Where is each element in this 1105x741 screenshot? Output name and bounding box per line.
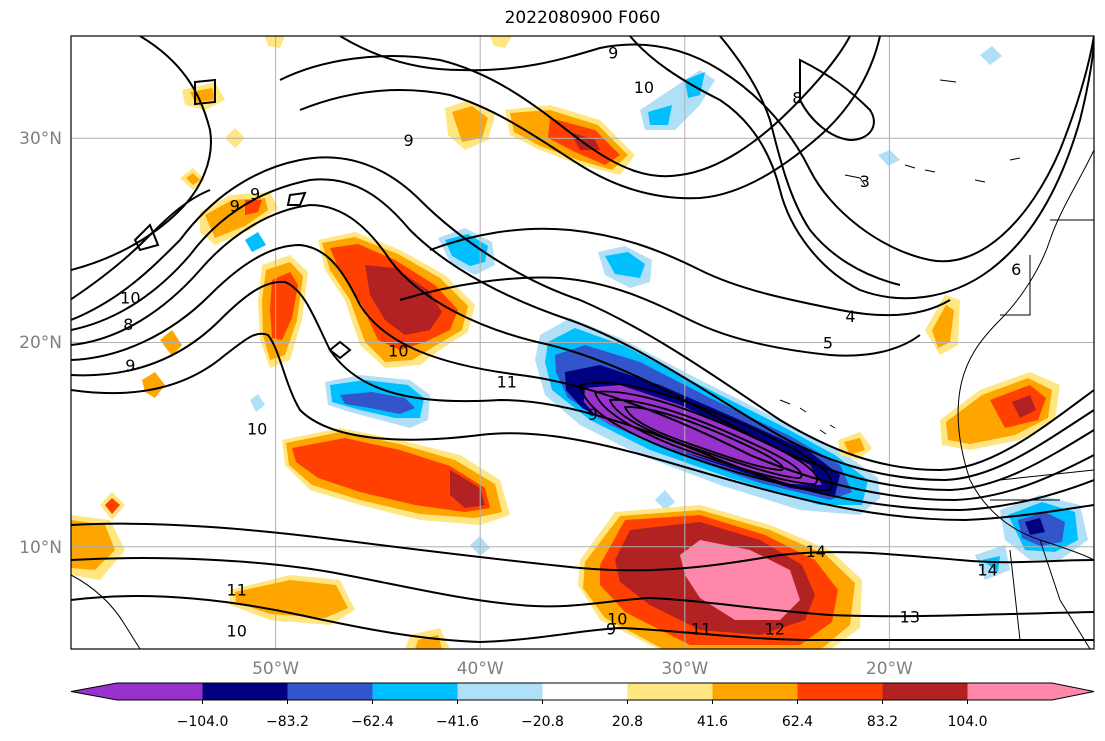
positive-small-6b [186, 173, 200, 185]
negative-blob-1c [340, 392, 415, 414]
colorbar-tick-label: −20.8 [521, 714, 564, 730]
lat-tick-10n: 10°N [19, 538, 62, 558]
negative-blob-4b [648, 105, 672, 125]
contour-label: 10 [634, 78, 654, 97]
contour-label: 11 [691, 620, 711, 639]
negative-blob-3b [605, 252, 645, 278]
positive-east-darkred [1012, 395, 1036, 418]
contour-label: 9 [588, 405, 598, 424]
contour-label: 11 [227, 581, 247, 600]
contour-label: 10 [120, 289, 140, 308]
negative-blob-8 [980, 46, 1002, 65]
positive-small-9 [265, 36, 285, 48]
lon-tick-50w: 50°W [252, 659, 299, 679]
negative-blob-7 [245, 232, 266, 252]
positive-sw-red [292, 438, 490, 512]
contour-label: 13 [900, 607, 920, 626]
colorbar-tick-label: 20.8 [612, 714, 643, 730]
contour-label: 9 [606, 620, 616, 639]
contour-label: 10 [247, 419, 267, 438]
contour-label: 10 [388, 342, 408, 361]
colorbar-labels: −104.0 −83.2 −62.4 −41.6 −20.8 20.8 41.6… [177, 714, 988, 730]
colorbar-box [202, 683, 288, 700]
colorbar-extend-low [71, 683, 203, 700]
positive-west-red [270, 272, 298, 340]
contour-label: 11 [497, 372, 517, 391]
negative-blob-4c [685, 72, 705, 98]
contour-label: 10 [607, 609, 627, 628]
colorbar-box [882, 683, 968, 700]
contour-label: 4 [845, 307, 855, 326]
colorbar-tick-label: 83.2 [867, 714, 898, 730]
colorbar [70, 682, 1095, 704]
contour-label: 9 [230, 197, 240, 216]
contour-label: 10 [227, 622, 247, 641]
lat-tick-30n: 30°N [19, 129, 62, 149]
contour-label: 6 [1011, 260, 1021, 279]
positive-south-pink [680, 540, 800, 620]
contour-label: 8 [123, 315, 133, 334]
contour-label: 14 [806, 542, 826, 561]
plot-frame [70, 35, 1095, 650]
positive-small-8b [844, 438, 865, 455]
colorbar-tick-label: 62.4 [782, 714, 813, 730]
axis-ticks: 50°W 40°W 30°W 20°W 30°N 20°N 10°N [19, 129, 913, 679]
colorbar-tick-label: −104.0 [177, 714, 229, 730]
contour-labels: 910893996108451091110914141110109111213 [120, 43, 1021, 641]
contour-label: 9 [403, 131, 413, 150]
colorbar-box [627, 683, 713, 700]
contour-label: 14 [977, 560, 997, 579]
contour-label: 9 [608, 43, 618, 62]
positive-sw-darkred [450, 470, 485, 508]
positive-small-2c [245, 200, 262, 215]
contour-label: 12 [765, 620, 785, 639]
positive-top2-orange [452, 106, 488, 142]
negative-blob-6b [982, 556, 1000, 572]
colorbar-outline [70, 682, 1095, 701]
lon-tick-40w: 40°W [457, 659, 504, 679]
contour-label: 3 [860, 172, 870, 191]
positive-ll2b [71, 520, 115, 570]
colorbar-box [457, 683, 543, 700]
contour-label: 5 [823, 334, 833, 353]
colorbar-tick-label: 104.0 [947, 714, 987, 730]
map-title: 2022080900 F060 [504, 8, 661, 28]
positive-small-3 [142, 372, 165, 398]
lat-tick-20n: 20°N [19, 333, 62, 353]
contour-label: 8 [792, 88, 802, 107]
colorbar-box [372, 683, 458, 700]
negative-blob-11 [250, 394, 265, 412]
contour-label: 9 [125, 356, 135, 375]
colorbar-extend-high [967, 683, 1094, 700]
colorbar-tick-label: −41.6 [436, 714, 479, 730]
lon-tick-30w: 30°W [661, 659, 708, 679]
colorbar-box [712, 683, 798, 700]
positive-east2b [932, 305, 954, 348]
negative-blob-5d [1025, 518, 1045, 535]
colorbar-tick-label: −62.4 [351, 714, 394, 730]
contour-lines [71, 36, 1094, 644]
gridlines [71, 36, 1094, 649]
contour-label: 9 [250, 184, 260, 203]
negative-blob-10 [655, 490, 675, 510]
colorbar-box [797, 683, 883, 700]
positive-top-darkred [570, 132, 600, 150]
colorbar-box [287, 683, 373, 700]
coastlines [71, 79, 1094, 649]
colorbar-tick-label: −83.2 [266, 714, 309, 730]
positive-small-10 [490, 36, 512, 48]
positive-small-5b [105, 498, 120, 514]
colorbar-tick-label: 41.6 [697, 714, 728, 730]
colorbar-box [542, 683, 628, 700]
lon-tick-20w: 20°W [866, 659, 913, 679]
core-contours [578, 381, 833, 491]
